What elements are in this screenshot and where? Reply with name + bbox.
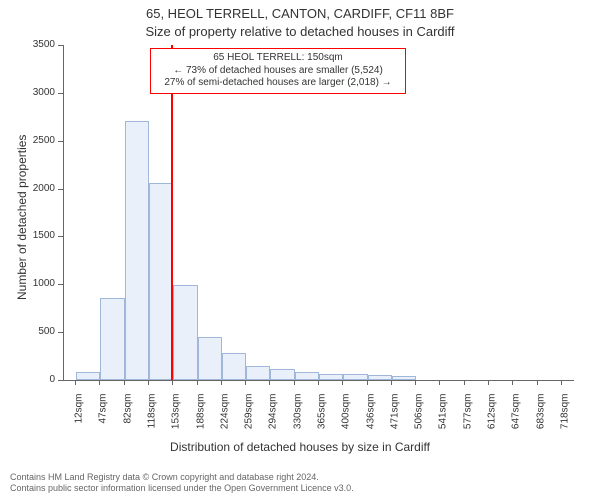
y-tick-label: 3500: [23, 39, 55, 50]
x-tick-label: 82sqm: [122, 394, 133, 438]
histogram-bar: [198, 337, 222, 380]
x-tick-mark: [439, 380, 440, 385]
histogram-bar: [173, 285, 197, 380]
y-tick-label: 500: [23, 326, 55, 337]
annotation-line: ← 73% of detached houses are smaller (5,…: [157, 65, 399, 78]
annotation-callout: 65 HEOL TERRELL: 150sqm← 73% of detached…: [150, 48, 406, 94]
x-tick-mark: [342, 380, 343, 385]
footer-line-1: Contains HM Land Registry data © Crown c…: [10, 472, 354, 483]
x-tick-label: 541sqm: [438, 394, 449, 438]
histogram-bar: [149, 183, 173, 380]
annotation-line: 27% of semi-detached houses are larger (…: [157, 77, 399, 90]
x-tick-mark: [537, 380, 538, 385]
histogram-bar: [295, 372, 319, 380]
x-tick-label: 506sqm: [414, 394, 425, 438]
x-tick-mark: [367, 380, 368, 385]
x-tick-mark: [245, 380, 246, 385]
x-tick-label: 330sqm: [292, 394, 303, 438]
y-tick-label: 2500: [23, 135, 55, 146]
histogram-bar: [343, 374, 367, 380]
histogram-bar: [270, 369, 294, 380]
y-tick-label: 0: [23, 374, 55, 385]
y-axis-label: Number of detached properties: [15, 135, 29, 300]
x-tick-label: 400sqm: [341, 394, 352, 438]
x-tick-label: 577sqm: [462, 394, 473, 438]
x-tick-label: 718sqm: [559, 394, 570, 438]
x-tick-mark: [269, 380, 270, 385]
y-tick-label: 2000: [23, 183, 55, 194]
x-tick-mark: [488, 380, 489, 385]
x-tick-mark: [221, 380, 222, 385]
x-tick-label: 47sqm: [98, 394, 109, 438]
x-tick-mark: [415, 380, 416, 385]
x-tick-label: 294sqm: [268, 394, 279, 438]
y-tick-label: 3000: [23, 87, 55, 98]
x-tick-mark: [124, 380, 125, 385]
histogram-bar: [100, 298, 124, 380]
histogram-bar: [368, 375, 392, 380]
histogram-bar: [319, 374, 343, 380]
x-tick-mark: [512, 380, 513, 385]
x-tick-mark: [148, 380, 149, 385]
y-tick-label: 1000: [23, 278, 55, 289]
chart-title-sub: Size of property relative to detached ho…: [0, 24, 600, 39]
x-tick-label: 683sqm: [535, 394, 546, 438]
x-tick-label: 647sqm: [511, 394, 522, 438]
plot-area: [63, 45, 574, 381]
x-tick-label: 118sqm: [147, 394, 158, 438]
x-tick-mark: [391, 380, 392, 385]
x-tick-label: 224sqm: [219, 394, 230, 438]
histogram-bar: [76, 372, 100, 380]
x-axis-label: Distribution of detached houses by size …: [0, 440, 600, 454]
x-tick-mark: [294, 380, 295, 385]
x-tick-label: 471sqm: [389, 394, 400, 438]
histogram-bar: [222, 353, 246, 380]
y-tick-label: 1500: [23, 230, 55, 241]
x-tick-mark: [561, 380, 562, 385]
annotation-line: 65 HEOL TERRELL: 150sqm: [157, 52, 399, 65]
x-tick-label: 612sqm: [487, 394, 498, 438]
x-tick-label: 259sqm: [244, 394, 255, 438]
histogram-bar: [246, 366, 270, 380]
histogram-bar: [125, 121, 149, 380]
x-tick-label: 436sqm: [365, 394, 376, 438]
footer-attribution: Contains HM Land Registry data © Crown c…: [10, 472, 354, 494]
footer-line-2: Contains public sector information licen…: [10, 483, 354, 494]
figure: 65, HEOL TERRELL, CANTON, CARDIFF, CF11 …: [0, 0, 600, 500]
x-tick-mark: [464, 380, 465, 385]
x-tick-label: 365sqm: [317, 394, 328, 438]
x-tick-mark: [318, 380, 319, 385]
x-tick-mark: [99, 380, 100, 385]
x-tick-mark: [197, 380, 198, 385]
property-size-marker: [171, 45, 173, 380]
x-tick-mark: [172, 380, 173, 385]
x-tick-label: 153sqm: [171, 394, 182, 438]
chart-title-main: 65, HEOL TERRELL, CANTON, CARDIFF, CF11 …: [0, 6, 600, 21]
x-tick-label: 12sqm: [74, 394, 85, 438]
x-tick-label: 188sqm: [195, 394, 206, 438]
histogram-bar: [392, 376, 416, 380]
x-tick-mark: [75, 380, 76, 385]
